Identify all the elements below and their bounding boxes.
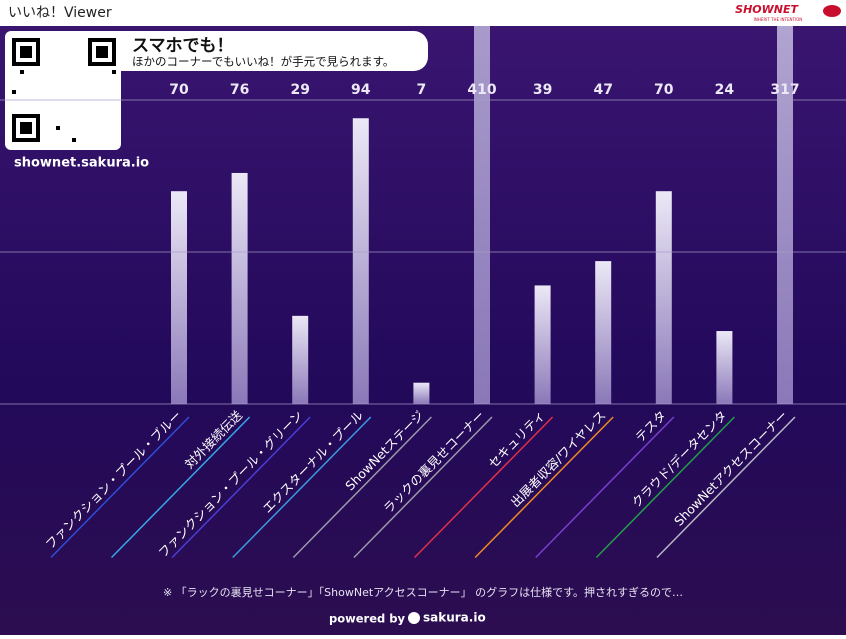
bar — [413, 382, 430, 404]
category-line — [535, 416, 675, 559]
qr-module — [112, 70, 116, 74]
value-label: 7 — [417, 82, 427, 98]
qr-finder — [20, 122, 32, 134]
qr-module — [12, 90, 16, 94]
value-label: 70 — [654, 82, 674, 98]
logo-mark — [823, 5, 841, 17]
title-bar — [0, 0, 846, 26]
qr-module — [72, 138, 76, 142]
qr-finder — [96, 46, 108, 58]
category-line — [171, 416, 311, 559]
powered-by: powered by — [329, 612, 405, 626]
category-line — [292, 416, 432, 559]
brand: sakura.io — [423, 611, 486, 625]
qr-module — [20, 70, 24, 74]
bar — [352, 118, 369, 405]
value-label: 410 — [467, 82, 496, 98]
category-line — [232, 416, 372, 559]
qr-module — [56, 126, 60, 130]
category-line — [595, 416, 735, 559]
bar — [716, 331, 733, 404]
value-label: 29 — [290, 82, 309, 98]
value-label: 94 — [351, 82, 371, 98]
bar — [655, 191, 672, 404]
qr-finder — [20, 46, 32, 58]
value-label: 70 — [169, 82, 189, 98]
category-line — [110, 416, 251, 559]
value-label: 317 — [770, 82, 799, 98]
value-label: 24 — [715, 82, 735, 98]
bar — [474, 26, 490, 404]
logo-tagline: INHERIT THE INTENTION — [754, 17, 803, 22]
category-line — [656, 416, 796, 559]
footer-note: ※ 「ラックの裏見せコーナー」「ShowNetアクセスコーナー」 のグラフは仕様… — [163, 585, 683, 599]
category-line — [413, 416, 554, 559]
bar — [231, 172, 248, 404]
bar — [777, 26, 793, 404]
bar — [292, 315, 309, 404]
bar — [534, 285, 551, 404]
app-title: いいね！Viewer — [8, 5, 112, 21]
qr-code — [12, 38, 116, 142]
promo-title: スマホでも！ — [132, 36, 234, 56]
value-label: 39 — [533, 82, 552, 98]
plot — [171, 26, 793, 405]
value-label: 47 — [593, 82, 612, 98]
brand-mark — [408, 612, 420, 624]
bar — [171, 191, 187, 404]
value-label: 76 — [230, 82, 249, 98]
logo: SHOWNET — [735, 3, 799, 16]
category-line — [474, 416, 614, 559]
category-line — [50, 416, 190, 559]
promo-url: shownet.sakura.io — [14, 156, 149, 171]
promo-text: ほかのコーナーでもいいね！が手元で見られます。 — [132, 55, 394, 69]
bar — [595, 261, 612, 404]
category-line — [353, 416, 493, 559]
